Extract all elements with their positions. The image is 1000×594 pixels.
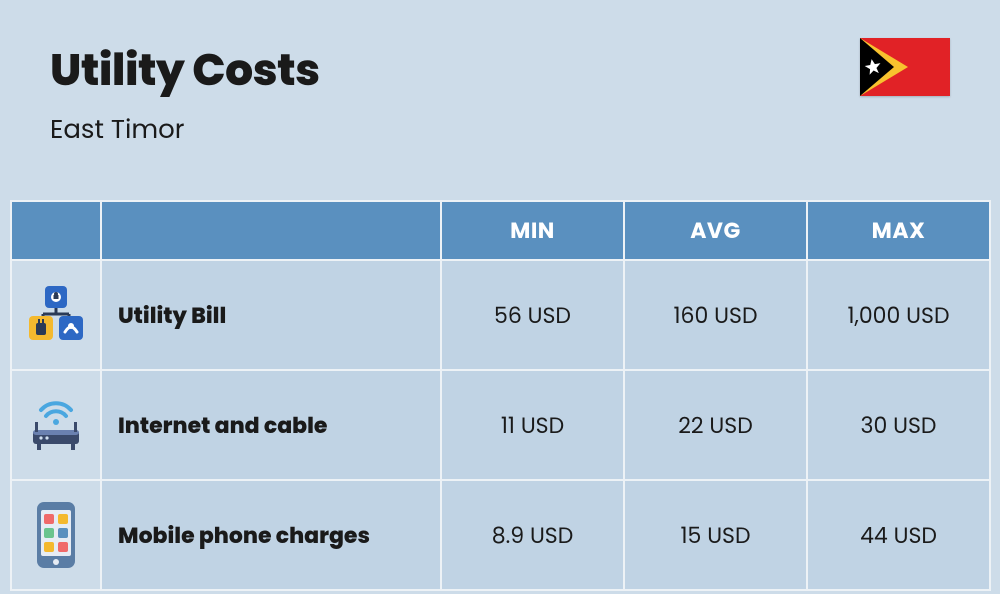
utility-icon-cell: [11, 260, 101, 370]
page-subtitle: East Timor: [50, 111, 320, 150]
header: Utility Costs East Timor: [0, 0, 1000, 170]
title-block: Utility Costs East Timor: [50, 38, 320, 150]
page-title: Utility Costs: [50, 38, 320, 103]
table-header-min: MIN: [441, 201, 624, 260]
table-row: Utility Bill 56 USD 160 USD 1,000 USD: [11, 260, 990, 370]
row-label: Internet and cable: [101, 370, 441, 480]
row-avg: 160 USD: [624, 260, 807, 370]
flag-east-timor: [860, 38, 950, 96]
table-header-blank: [101, 201, 441, 260]
phone-icon: [33, 500, 79, 570]
row-max: 30 USD: [807, 370, 990, 480]
table-header-avg: AVG: [624, 201, 807, 260]
router-icon-cell: [11, 370, 101, 480]
row-max: 44 USD: [807, 480, 990, 590]
table-row: Mobile phone charges 8.9 USD 15 USD 44 U…: [11, 480, 990, 590]
row-min: 56 USD: [441, 260, 624, 370]
cost-table: MIN AVG MAX: [10, 200, 991, 591]
table-header-row: MIN AVG MAX: [11, 201, 990, 260]
table-header-max: MAX: [807, 201, 990, 260]
table-header-blank: [11, 201, 101, 260]
row-label: Utility Bill: [101, 260, 441, 370]
row-avg: 22 USD: [624, 370, 807, 480]
row-avg: 15 USD: [624, 480, 807, 590]
row-min: 11 USD: [441, 370, 624, 480]
phone-icon-cell: [11, 480, 101, 590]
row-max: 1,000 USD: [807, 260, 990, 370]
table-row: Internet and cable 11 USD 22 USD 30 USD: [11, 370, 990, 480]
row-min: 8.9 USD: [441, 480, 624, 590]
router-icon: [25, 394, 87, 456]
utility-icon: [25, 284, 87, 346]
row-label: Mobile phone charges: [101, 480, 441, 590]
